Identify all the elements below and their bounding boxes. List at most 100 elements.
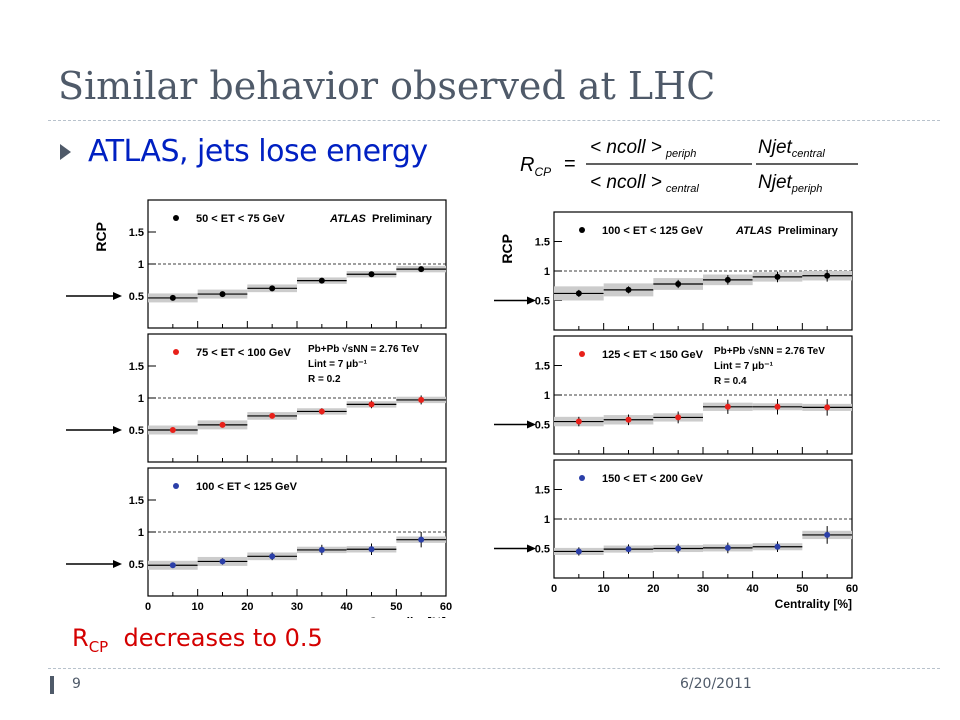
chart-right-panel-1: 0.5 1 1.5 125 < ET < 150 GeV Pb+Pb √sNN = 2.… [494, 335, 853, 455]
chart-left-xtick-label-6: 60 [440, 601, 452, 613]
chart-right-xtick-label-4: 40 [747, 583, 759, 595]
chart-right-xtick-label-5: 50 [796, 583, 808, 595]
chart-right-panel-1-point-3 [724, 403, 731, 410]
chart-right-panel-0-frame [553, 211, 853, 331]
chart-right-panel-0-atlas-suffix: Preliminary [778, 225, 839, 237]
chart-left-xtick-label-3: 30 [291, 601, 303, 613]
chart-left-panel-2-ytick-label-2: 1.5 [129, 495, 144, 507]
chart-left-panel-2-legend-marker [173, 483, 179, 489]
formula-lhs: RCP [520, 154, 551, 179]
chart-left-panel-0-point-5 [418, 266, 425, 273]
chart-right-panel-1-arrow-icon [527, 420, 536, 429]
chart-left-panel-2-point-4 [368, 546, 375, 553]
chart-left-panel-1-ytick-label-2: 1.5 [129, 361, 144, 373]
chart-left-panel-1-arrow-icon [113, 426, 122, 434]
chart-left-panel-0-point-2 [269, 285, 276, 292]
chart-right-panel-1-legend-marker [579, 351, 585, 357]
chart-right-panel-2-ytick-label-0: 0.5 [535, 544, 550, 556]
chart-right-panel-1-point-4 [774, 403, 781, 410]
chart-left-panel-1-point-5 [418, 396, 425, 403]
chart-right-panel-2-frame [553, 459, 853, 579]
chart-right-panel-2-ytick-label-2: 1.5 [535, 485, 550, 497]
chart-right-panel-0-arrow-icon [527, 296, 536, 305]
page-number: 9 [72, 676, 81, 692]
chart-left-panel-2-ytick-label-0: 0.5 [129, 559, 144, 571]
chart-right-panel-2-point-5 [824, 531, 831, 538]
chart-left-panel-0-point-4 [368, 271, 375, 278]
footer-divider [48, 668, 940, 669]
chart-left-panel-1: 0.5 1 1.5 75 < ET < 100 GeV Pb+Pb √sNN = 2.7… [66, 333, 447, 463]
chart-left-panel-1-ytick-label-0: 0.5 [129, 425, 144, 437]
chart-right-panel-0-atlas-label: ATLAS [735, 225, 773, 237]
chart-left-panel-1-info-0: Pb+Pb √sNN = 2.76 TeV [308, 344, 419, 355]
chart-left-panel-1-info-1: Lint = 7 μb⁻¹ [308, 359, 368, 370]
formula-num2: Njetcentral [758, 137, 825, 160]
chart-left-xlabel: Centrality [%] [369, 615, 446, 618]
chart-left-panel-2: 0.5 1 1.5 100 < ET < 125 GeV [66, 467, 447, 597]
chart-left-panel-1-ytick-label-1: 1 [138, 393, 144, 405]
formula-den2: Njetperiph [758, 172, 822, 195]
chart-right-panel-2-point-0 [575, 548, 582, 555]
chart-right-xtick-label-0: 0 [551, 583, 557, 595]
chart-left-panel-2-ytick-label-1: 1 [138, 527, 144, 539]
chart-right-panel-2-arrow-icon [527, 544, 536, 553]
chart-right-panel-1-info-0: Pb+Pb √sNN = 2.76 TeV [714, 346, 825, 357]
chart-left-xtick-label-2: 20 [241, 601, 253, 613]
chart-left-panel-2-point-0 [169, 562, 176, 569]
chart-left-panel-1-point-3 [318, 408, 325, 415]
chart-right-xtick-label-6: 60 [846, 583, 858, 595]
chart-right-panel-2-legend-label: 150 < ET < 200 GeV [602, 473, 704, 485]
title-divider [48, 120, 940, 121]
chart-left-panel-0: 0.5 1 1.5 50 < ET < 75 GeV ATLAS Preliminary [66, 199, 447, 329]
chart-left-panel-2-frame [147, 467, 447, 597]
chart-left-ylabel: RCP [93, 222, 109, 252]
chart-left-panel-1-point-1 [219, 421, 226, 428]
chart-left-xtick-label-1: 10 [192, 601, 204, 613]
chart-left-panel-0-point-0 [169, 294, 176, 301]
chart-left-panel-2-legend-label: 100 < ET < 125 GeV [196, 481, 298, 493]
chart-right-panel-0-point-4 [774, 273, 781, 280]
slide-date: 6/20/2011 [680, 676, 752, 692]
chart-right-panel-0: 0.5 1 1.5 100 < ET < 125 GeV ATLAS Preliminar… [494, 211, 853, 331]
chart-right-panel-1-ytick-label-1: 1 [544, 390, 550, 402]
chart-left-xtick-label-5: 50 [390, 601, 402, 613]
chart-left-panel-1-legend-marker [173, 349, 179, 355]
slide-title: Similar behavior observed at LHC [58, 64, 716, 108]
chart-right-panel-0-legend-label: 100 < ET < 125 GeV [602, 225, 704, 237]
conclusion-text: RCP decreases to 0.5 [72, 624, 323, 656]
footer-marker [50, 676, 54, 694]
chart-right-panel-0-ytick-label-1: 1 [544, 266, 550, 278]
chart-left-panel-0-ytick-label-0: 0.5 [129, 291, 144, 303]
chart-right-xlabel: Centrality [%] [775, 597, 852, 611]
chart-left-panel-0-atlas-label: ATLAS [329, 213, 367, 225]
chart-left-panel-2-point-5 [418, 536, 425, 543]
chart-left-panel-0-legend-label: 50 < ET < 75 GeV [196, 213, 285, 225]
chart-left-panel-1-point-4 [368, 401, 375, 408]
chart-left-panel-0-point-3 [318, 277, 325, 284]
bullet-text: ATLAS, jets lose energy [88, 134, 428, 169]
chart-left-panel-2-point-2 [269, 553, 276, 560]
chart-right-panel-0-point-1 [625, 286, 632, 293]
chart-left-xtick-label-4: 40 [341, 601, 353, 613]
chart-right-panel-2-legend-marker [579, 475, 585, 481]
chart-right-panel-1-info-1: Lint = 7 μb⁻¹ [714, 361, 774, 372]
chart-right-panel-2-ytick-label-1: 1 [544, 514, 550, 526]
chart-right-panel-2-point-1 [625, 546, 632, 553]
chart-left-xtick-label-0: 0 [145, 601, 151, 613]
chart-right-ylabel: RCP [499, 234, 515, 264]
chart-right-panel-0-point-5 [824, 272, 831, 279]
chart-left-panel-1-info-2: R = 0.2 [308, 374, 341, 385]
chart-right-panel-1-frame [553, 335, 853, 455]
chart-left-panel-0-ytick-label-2: 1.5 [129, 227, 144, 239]
chart-right-panel-1-point-1 [625, 416, 632, 423]
chart-left-panel-2-point-1 [219, 558, 226, 565]
chart-left-panel-1-legend-label: 75 < ET < 100 GeV [196, 347, 291, 359]
chart-left-panel-1-point-0 [169, 427, 176, 433]
chart-right-panel-2-point-2 [675, 545, 682, 552]
chart-right-panel-0-point-2 [675, 280, 682, 287]
chart-right-xtick-label-2: 20 [647, 583, 659, 595]
formula-num1: < ncoll > periph [590, 137, 696, 160]
chart-right-panel-1-info-2: R = 0.4 [714, 376, 747, 387]
chart-left-panel-2-arrow-icon [113, 560, 122, 568]
chart-right-panel-2: 0.5 1 1.5 150 < ET < 200 GeV [494, 459, 853, 579]
